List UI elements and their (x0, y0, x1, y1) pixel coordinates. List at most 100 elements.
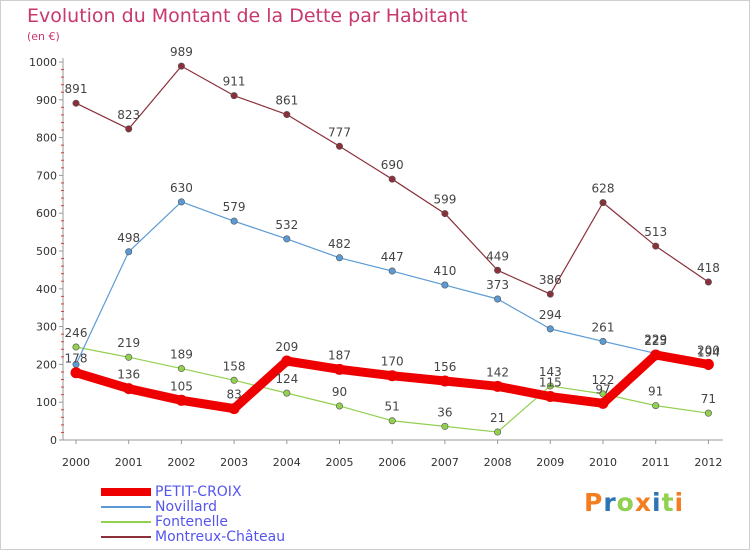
data-point (441, 210, 449, 218)
data-point (283, 111, 291, 119)
data-point (439, 375, 451, 387)
logo-letter: i (674, 488, 685, 517)
data-point (386, 370, 398, 382)
legend-swatch (101, 506, 151, 508)
x-tick-label: 2007 (431, 456, 459, 469)
x-tick-label: 2004 (273, 456, 301, 469)
data-point (125, 248, 133, 256)
data-point (230, 92, 238, 100)
data-point (72, 343, 80, 351)
y-tick-label: 500 (36, 245, 57, 258)
data-point (335, 142, 343, 150)
logo-letter: t (661, 488, 675, 517)
series-line-novillard (75, 201, 710, 368)
data-label: 229 (644, 332, 667, 346)
data-label: 91 (648, 385, 663, 399)
y-tick-label: 300 (36, 321, 57, 334)
data-point (230, 376, 238, 384)
data-label: 158 (223, 359, 246, 373)
legend-label: PETIT-CROIX (155, 484, 242, 500)
data-point (546, 325, 554, 333)
data-label: 178 (65, 352, 88, 366)
data-point (388, 175, 396, 183)
data-point (125, 353, 133, 361)
legend-swatch (101, 488, 151, 496)
data-label: 373 (486, 278, 509, 292)
data-point (283, 235, 291, 243)
logo-letter: r (603, 488, 617, 517)
data-label: 170 (381, 355, 404, 369)
data-label: 36 (437, 405, 452, 419)
x-tick-label: 2011 (642, 456, 670, 469)
x-tick-label: 2009 (536, 456, 564, 469)
data-label: 294 (539, 308, 562, 322)
data-point (599, 390, 607, 398)
data-point (494, 266, 502, 274)
data-label: 261 (592, 320, 615, 334)
legend-label: Novillard (155, 499, 217, 515)
data-label: 142 (486, 365, 509, 379)
data-label: 498 (117, 231, 140, 245)
data-label: 447 (381, 250, 404, 264)
data-label: 115 (539, 376, 562, 390)
data-point (599, 337, 607, 345)
data-label: 823 (117, 108, 140, 122)
data-label: 51 (385, 400, 400, 414)
data-label: 187 (328, 348, 351, 362)
data-point (546, 290, 554, 298)
data-label: 410 (433, 264, 456, 278)
data-point (175, 394, 187, 406)
data-label: 418 (697, 261, 720, 275)
data-label: 194 (697, 346, 720, 360)
x-tick-label: 2010 (589, 456, 617, 469)
x-tick-label: 2008 (484, 456, 512, 469)
x-tick-label: 2003 (220, 456, 248, 469)
data-point (599, 199, 607, 207)
data-point (177, 365, 185, 373)
data-label: 156 (433, 360, 456, 374)
data-label: 513 (644, 225, 667, 239)
y-tick-label: 900 (36, 94, 57, 107)
data-label: 861 (275, 94, 298, 108)
logo-letter: P (584, 488, 604, 517)
data-label: 911 (223, 75, 246, 89)
data-label: 105 (170, 379, 193, 393)
data-point (72, 99, 80, 107)
data-point (704, 278, 712, 286)
data-label: 83 (226, 388, 241, 402)
data-point (334, 363, 345, 375)
logo-letter: i (652, 488, 662, 517)
data-point (177, 198, 185, 206)
chart-title: Evolution du Montant de la Dette par Hab… (27, 5, 468, 27)
data-label: 449 (486, 249, 509, 263)
data-point (441, 281, 449, 289)
data-point (230, 217, 238, 225)
x-tick-label: 2000 (62, 456, 90, 469)
x-tick-label: 2005 (326, 456, 354, 469)
data-point (704, 409, 712, 417)
legend-label: Fontenelle (155, 514, 228, 530)
y-tick-label: 100 (36, 396, 57, 409)
data-label: 124 (275, 372, 298, 386)
data-point (388, 267, 396, 275)
data-point (177, 62, 185, 70)
data-label: 122 (592, 373, 615, 387)
data-point (441, 422, 449, 430)
x-tick-label: 2001 (115, 456, 143, 469)
data-point (650, 349, 662, 361)
data-label: 136 (117, 368, 140, 382)
data-point (702, 358, 714, 370)
data-label: 599 (433, 193, 456, 207)
data-label: 200 (697, 343, 720, 357)
x-tick-label: 2006 (378, 456, 406, 469)
legend-swatch (101, 536, 151, 538)
x-tick-label: 2012 (694, 456, 722, 469)
data-point (228, 403, 240, 415)
y-tick-label: 200 (36, 358, 57, 371)
chart-subtitle: (en €) (27, 30, 60, 43)
data-label: 71 (701, 392, 716, 406)
y-tick-label: 1000 (29, 56, 57, 69)
data-label: 219 (117, 336, 140, 350)
